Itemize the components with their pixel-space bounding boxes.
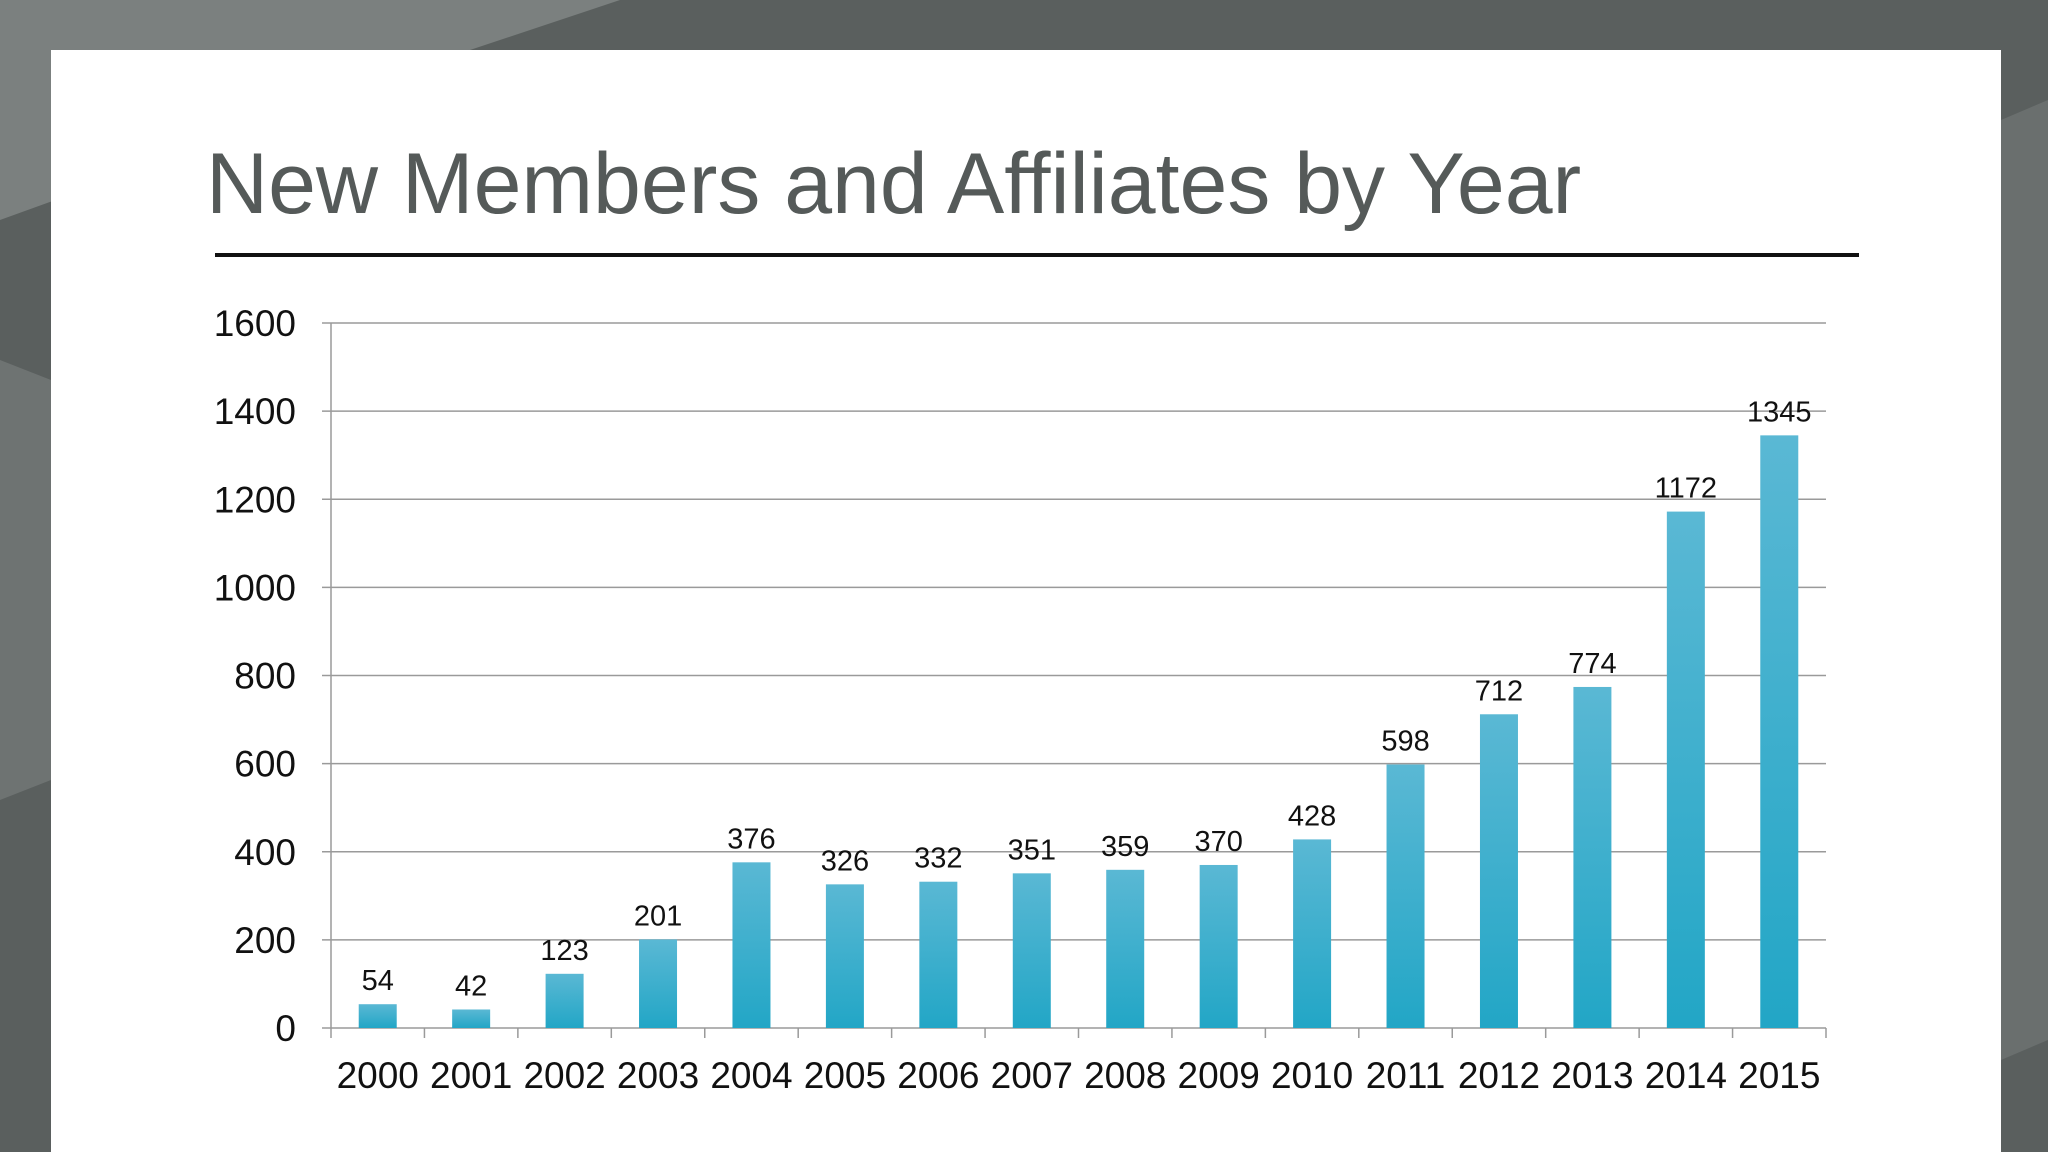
- bar: [825, 884, 864, 1028]
- y-tick-label: 1200: [214, 479, 296, 520]
- x-tick-label: 2010: [1271, 1055, 1353, 1096]
- bar: [1293, 839, 1332, 1028]
- x-tick-label: 2012: [1458, 1055, 1540, 1096]
- bar: [732, 862, 771, 1028]
- data-label: 332: [914, 843, 962, 875]
- data-label: 201: [634, 900, 682, 932]
- x-tick-label: 2003: [617, 1055, 699, 1096]
- x-tick-label: 2006: [897, 1055, 979, 1096]
- y-tick-label: 800: [234, 656, 296, 697]
- bar: [1386, 764, 1425, 1028]
- title-underline: [215, 253, 1859, 257]
- bar: [545, 973, 584, 1028]
- y-tick-label: 1000: [214, 567, 296, 608]
- bar: [1012, 873, 1051, 1028]
- data-label: 1345: [1747, 396, 1812, 428]
- bg-shape-right: [2001, 100, 2048, 1060]
- x-tick-label: 2007: [991, 1055, 1073, 1096]
- x-tick-label: 2005: [804, 1055, 886, 1096]
- data-label: 774: [1568, 648, 1616, 680]
- x-tick-label: 2009: [1178, 1055, 1260, 1096]
- bar: [639, 939, 678, 1028]
- bar: [358, 1004, 397, 1028]
- x-tick-label: 2001: [430, 1055, 512, 1096]
- y-tick-label: 600: [234, 744, 296, 785]
- y-tick-label: 0: [275, 1008, 296, 1049]
- x-tick-label: 2004: [710, 1055, 792, 1096]
- bar: [1479, 714, 1518, 1028]
- bar: [919, 881, 958, 1028]
- x-tick-label: 2014: [1645, 1055, 1727, 1096]
- data-label: 1172: [1655, 473, 1717, 505]
- data-label: 428: [1288, 800, 1336, 832]
- y-tick-label: 400: [234, 832, 296, 873]
- data-label: 370: [1194, 826, 1242, 858]
- bg-shape-left: [0, 360, 51, 800]
- bar: [1573, 686, 1612, 1028]
- data-label: 359: [1101, 831, 1149, 863]
- data-label: 326: [821, 845, 869, 877]
- y-tick-label: 200: [234, 920, 296, 961]
- data-label: 54: [362, 965, 394, 997]
- data-label: 712: [1475, 675, 1523, 707]
- y-tick-label: 1400: [214, 391, 296, 432]
- bar: [452, 1009, 491, 1028]
- bar: [1106, 869, 1145, 1028]
- x-tick-label: 2011: [1366, 1055, 1446, 1096]
- slide-title: New Members and Affiliates by Year: [206, 136, 1582, 232]
- x-tick-label: 2000: [337, 1055, 419, 1096]
- data-label: 598: [1381, 726, 1429, 758]
- bar: [1666, 511, 1705, 1028]
- bars: [358, 435, 1799, 1028]
- x-tick-label: 2013: [1551, 1055, 1633, 1096]
- x-tick-label: 2015: [1738, 1055, 1820, 1096]
- data-label: 351: [1008, 834, 1056, 866]
- x-tick-label: 2002: [523, 1055, 605, 1096]
- y-tick-label: 1600: [214, 303, 296, 344]
- data-label: 123: [540, 935, 588, 967]
- labels: 0 200 400 600 800 1000 1200 1400 1600 54 2000 42 200…: [214, 303, 1821, 1096]
- bar: [1199, 864, 1238, 1028]
- bar: [1760, 435, 1799, 1028]
- data-label: 42: [455, 970, 487, 1002]
- x-tick-label: 2008: [1084, 1055, 1166, 1096]
- data-label: 376: [727, 823, 775, 855]
